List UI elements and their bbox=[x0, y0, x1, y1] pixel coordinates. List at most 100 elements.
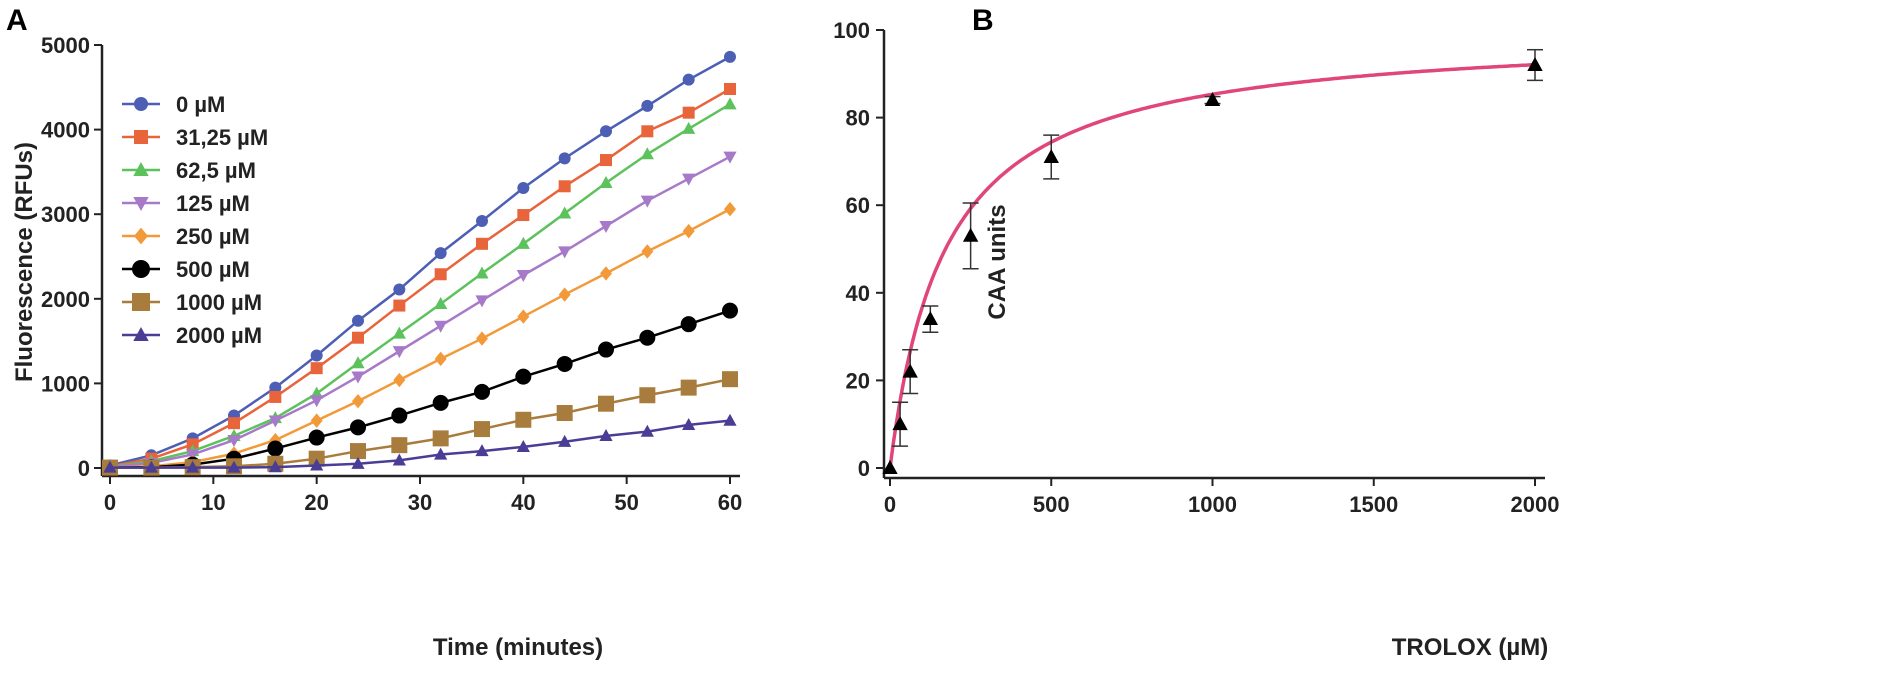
panel-b-y-tick-label: 60 bbox=[846, 193, 870, 218]
panel-a-data-point bbox=[474, 421, 490, 438]
panel-a-data-point bbox=[682, 73, 695, 86]
panel-b-label: B bbox=[972, 4, 994, 37]
panel-b-data-point bbox=[882, 459, 898, 474]
panel-b-x-tick-label: 500 bbox=[1033, 492, 1070, 517]
panel-a-data-point bbox=[310, 395, 324, 408]
panel-b-data-point bbox=[892, 416, 908, 431]
panel-a-x-tick-label: 30 bbox=[408, 490, 432, 515]
panel-a-data-point bbox=[724, 82, 736, 95]
panel-a-data-point bbox=[476, 331, 488, 346]
panel-b-point-group bbox=[962, 202, 979, 270]
panel-a-data-point bbox=[392, 346, 406, 359]
panel-a-data-point bbox=[476, 214, 488, 227]
panel-a-data-point bbox=[351, 456, 365, 469]
panel-b-y-tick-label: 20 bbox=[846, 368, 870, 393]
panel-b-x-tick-label: 0 bbox=[884, 492, 896, 517]
panel-a-data-point bbox=[350, 443, 366, 460]
panel-a-data-point bbox=[517, 209, 530, 222]
panel-a-y-tick-label: 1000 bbox=[41, 371, 90, 396]
panel-a-y-tick-label: 2000 bbox=[41, 287, 90, 312]
panel-a-data-point bbox=[434, 351, 447, 367]
panel-b-point-group bbox=[922, 305, 939, 333]
panel-a-data-point bbox=[599, 428, 613, 441]
panel-a-series-line bbox=[109, 103, 731, 468]
panel-a-data-point bbox=[516, 236, 530, 249]
panel-a-data-point bbox=[392, 326, 406, 339]
panel-a-data-point bbox=[517, 181, 530, 194]
panel-a-data-point bbox=[641, 125, 654, 138]
panel-a-legend-label: 62,5 µM bbox=[176, 158, 256, 183]
panel-a-legend-label: 500 µM bbox=[176, 257, 250, 282]
panel-a-x-tick-label: 0 bbox=[104, 490, 116, 515]
panel-a-y-tick-label: 4000 bbox=[41, 118, 90, 143]
panel-a-legend-marker bbox=[134, 227, 148, 245]
panel-a-data-point bbox=[393, 372, 406, 388]
panel-a-data-point bbox=[434, 247, 447, 260]
panel-a-data-point bbox=[682, 223, 695, 239]
panel-a-data-point bbox=[350, 419, 366, 436]
panel-a-series-line bbox=[109, 87, 731, 468]
panel-a-data-point bbox=[391, 407, 408, 424]
panel-a-data-point bbox=[558, 180, 571, 193]
panel-a-data-point bbox=[516, 439, 530, 452]
panel-a-data-point bbox=[515, 368, 532, 385]
panel-a-data-point bbox=[393, 283, 406, 296]
panel-a-series bbox=[102, 371, 738, 476]
panel-a-series-line bbox=[109, 55, 731, 467]
panel-a-data-point bbox=[682, 417, 696, 430]
panel-a-legend-label: 125 µM bbox=[176, 191, 250, 216]
panel-a-series bbox=[103, 97, 737, 472]
panel-b-point-group bbox=[882, 459, 898, 474]
panel-a-data-point bbox=[352, 314, 364, 327]
panel-a-data-point bbox=[268, 460, 282, 473]
panel-a-data-point bbox=[310, 362, 323, 375]
panel-a-x-tick-label: 50 bbox=[614, 490, 638, 515]
panel-a-data-point bbox=[227, 434, 241, 447]
panel-a-data-point bbox=[639, 329, 656, 346]
panel-b-point-group bbox=[892, 401, 909, 447]
panel-b-data-point bbox=[1043, 148, 1059, 163]
panel-b-x-tick-label: 1500 bbox=[1349, 492, 1398, 517]
panel-a-data-point bbox=[432, 430, 449, 447]
panel-a-legend-label: 0 µM bbox=[176, 92, 225, 117]
panel-a-data-point bbox=[269, 381, 282, 394]
panel-a-series-line bbox=[110, 419, 731, 469]
panel-a-label: A bbox=[6, 4, 28, 37]
panel-a-data-point bbox=[641, 99, 654, 112]
panel-b-x-tick-label: 1000 bbox=[1188, 492, 1237, 517]
panel-a-data-point bbox=[682, 173, 696, 186]
panel-b-point-group bbox=[902, 348, 919, 395]
panel-a-x-tick-label: 10 bbox=[201, 490, 225, 515]
panel-a-data-point bbox=[599, 220, 613, 233]
panel-b-data-point bbox=[962, 227, 979, 242]
panel-a-legend-marker bbox=[132, 260, 150, 278]
panel-b-point-group bbox=[1204, 92, 1221, 107]
panel-b-y-axis-title: CAA units bbox=[984, 204, 1011, 319]
panel-a-data-point bbox=[556, 355, 573, 372]
panel-a-data-point bbox=[352, 331, 364, 344]
panel-b-y-tick-label: 80 bbox=[846, 106, 870, 131]
panel-a-data-point bbox=[600, 154, 612, 167]
panel-b-y-tick-label: 100 bbox=[833, 18, 870, 43]
panel-a-data-point bbox=[515, 411, 532, 428]
panel-b-point-group bbox=[1527, 48, 1543, 82]
panel-a-legend-marker bbox=[134, 97, 148, 111]
panel-a-data-point bbox=[556, 405, 573, 422]
panel-a-legend-label: 2000 µM bbox=[176, 323, 262, 348]
panel-a-data-point bbox=[475, 266, 489, 279]
panel-a-data-point bbox=[723, 413, 737, 426]
panel-a-data-point bbox=[475, 295, 489, 308]
panel-a-data-point bbox=[351, 371, 365, 384]
panel-a-data-point bbox=[310, 458, 324, 471]
panel-a-legend-label: 250 µM bbox=[176, 224, 250, 249]
panel-a-data-point bbox=[722, 302, 738, 319]
panel-a-data-point bbox=[600, 266, 612, 281]
panel-a-data-point bbox=[558, 434, 572, 447]
panel-a-data-point bbox=[598, 395, 614, 412]
panel-b-data-point bbox=[1527, 56, 1543, 71]
panel-a-data-point bbox=[722, 371, 738, 388]
panel-a-x-tick-label: 40 bbox=[511, 490, 535, 515]
panel-a-data-point bbox=[352, 393, 364, 409]
